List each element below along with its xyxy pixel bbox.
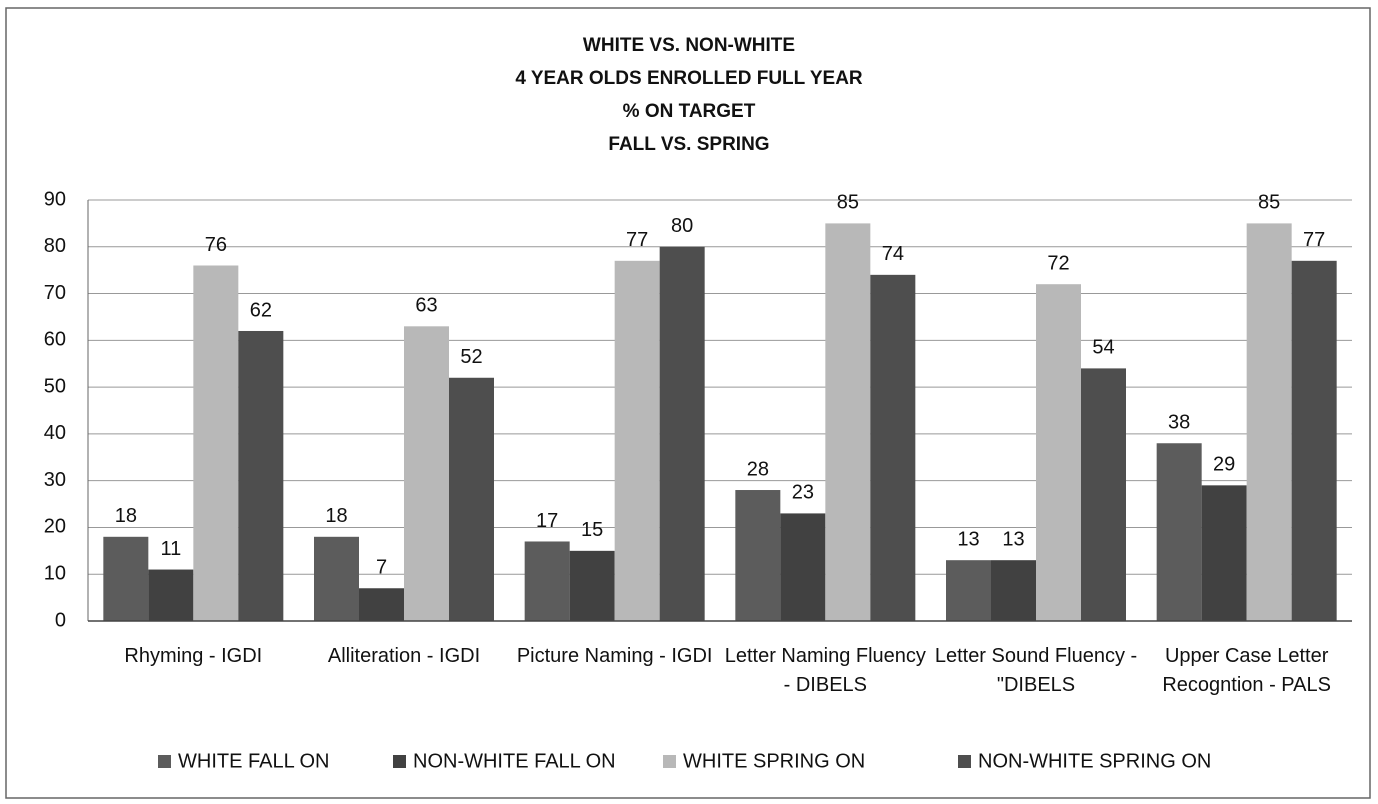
bar — [103, 536, 149, 621]
chart-title: WHITE VS. NON-WHITE — [583, 35, 795, 56]
y-tick-label: 80 — [44, 235, 66, 257]
x-tick-label-box: Rhyming - IGDI — [124, 645, 263, 667]
value-label: 72 — [1047, 252, 1069, 274]
value-label: 13 — [1002, 528, 1024, 550]
value-label: 77 — [1303, 229, 1325, 251]
bar — [404, 326, 449, 621]
bar — [569, 550, 615, 621]
value-label: 28 — [747, 458, 769, 480]
bar — [148, 569, 194, 621]
value-label: 62 — [250, 299, 272, 321]
bar — [1291, 260, 1337, 621]
value-label: 15 — [581, 519, 603, 541]
value-label: 63 — [415, 295, 437, 317]
y-tick-label: 20 — [44, 516, 66, 538]
chart-title: FALL VS. SPRING — [608, 134, 769, 155]
legend-swatch — [393, 755, 406, 768]
legend-swatch — [663, 755, 676, 768]
x-tick-label-box: Upper Case Letter Recogntion - PALS — [1162, 645, 1331, 696]
legend-swatch — [958, 755, 971, 768]
x-tick-label: Letter Naming Fluency - DIBELS — [724, 645, 926, 696]
value-label: 85 — [1258, 192, 1280, 214]
bar — [659, 246, 705, 621]
bar — [314, 536, 359, 621]
bar — [1246, 223, 1292, 621]
x-tick-label-box: Letter Sound Fluency - "DIBELS — [934, 645, 1138, 696]
bar — [238, 330, 284, 621]
value-label: 7 — [376, 557, 387, 579]
y-tick-label: 40 — [44, 422, 66, 444]
x-tick-label: Alliteration - IGDI — [327, 645, 481, 667]
value-label: 13 — [957, 528, 979, 550]
frame — [5, 7, 1371, 799]
bar — [524, 541, 570, 621]
x-tick-label: Rhyming - IGDI — [124, 645, 263, 667]
value-label: 23 — [792, 482, 814, 504]
x-tick-label-box: Letter Naming Fluency - DIBELS — [724, 645, 926, 696]
legend-swatch — [158, 755, 171, 768]
y-tick-label: 70 — [44, 282, 66, 304]
y-tick-label: 90 — [44, 188, 66, 210]
bar — [1081, 368, 1126, 621]
y-tick-label: 60 — [44, 329, 66, 351]
x-tick-label-box: Picture Naming - IGDI — [516, 645, 713, 667]
value-label: 18 — [115, 505, 137, 527]
bar — [870, 274, 916, 621]
bar — [1201, 485, 1247, 621]
chart-title: 4 YEAR OLDS ENROLLED FULL YEAR — [515, 68, 863, 89]
value-label: 85 — [837, 192, 859, 214]
chart-title: % ON TARGET — [623, 101, 756, 122]
bar — [193, 265, 239, 621]
bar — [946, 560, 991, 621]
legend-label: NON-WHITE FALL ON — [413, 750, 616, 772]
bar — [991, 560, 1036, 621]
bar — [780, 513, 826, 621]
value-label: 52 — [460, 346, 482, 368]
bar — [825, 223, 871, 621]
value-label: 77 — [626, 229, 648, 251]
y-tick-label: 30 — [44, 469, 66, 491]
bar — [1156, 443, 1202, 621]
bar — [614, 260, 660, 621]
legend-label: WHITE FALL ON — [178, 750, 330, 772]
bar — [1036, 284, 1081, 621]
value-label: 11 — [160, 538, 181, 560]
bar — [735, 490, 781, 621]
bar — [359, 588, 404, 621]
legend-label: WHITE SPRING ON — [683, 750, 865, 772]
x-tick-label: Picture Naming - IGDI — [516, 645, 713, 667]
value-label: 18 — [325, 505, 347, 527]
bar — [449, 377, 494, 621]
value-label: 29 — [1213, 454, 1235, 476]
y-tick-label: 10 — [44, 563, 66, 585]
value-label: 76 — [205, 234, 227, 256]
y-tick-label: 0 — [55, 609, 66, 631]
y-tick-label: 50 — [44, 375, 66, 397]
x-tick-label: Upper Case Letter Recogntion - PALS — [1162, 645, 1331, 696]
x-tick-label: Letter Sound Fluency - "DIBELS — [934, 645, 1138, 696]
x-tick-label-box: Alliteration - IGDI — [327, 645, 481, 667]
legend-label: NON-WHITE SPRING ON — [978, 750, 1211, 772]
value-label: 54 — [1092, 337, 1114, 359]
value-label: 74 — [882, 243, 904, 265]
value-label: 17 — [536, 510, 558, 532]
value-label: 38 — [1168, 412, 1190, 434]
value-label: 80 — [671, 215, 693, 237]
